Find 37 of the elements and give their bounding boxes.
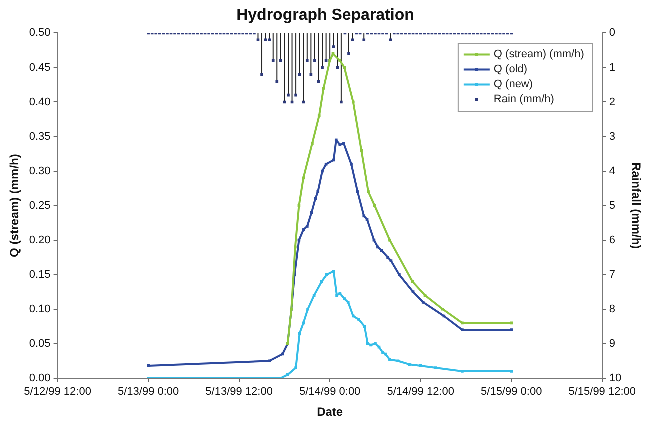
y2-tick-label: 5 (609, 200, 616, 212)
x-tick-label: 5/14/99 0:00 (300, 386, 361, 398)
y-tick-label: 0.10 (29, 303, 51, 316)
y2-tick-label: 10 (609, 372, 622, 384)
y-tick-label: 0.40 (29, 96, 51, 108)
y-tick-label: 0.35 (29, 130, 51, 143)
y2-tick-label: 6 (609, 234, 616, 246)
x-tick-label: 5/14/99 12:00 (387, 386, 454, 398)
y-tick-label: 0.05 (29, 338, 51, 350)
y2-tick-label: 9 (609, 338, 616, 350)
y-tick-label: 0.15 (29, 268, 51, 281)
y-axis-title: Q (stream) (mm/h) (8, 154, 22, 258)
y-tick-label: 0.20 (29, 234, 51, 246)
x-tick-label: 5/15/99 0:00 (481, 386, 542, 398)
legend-label: Q (old) (494, 64, 528, 76)
legend-label: Rain (mm/h) (494, 94, 554, 106)
x-axis-title: Date (317, 405, 344, 420)
x-tick-label: 5/13/99 12:00 (206, 386, 273, 398)
chart-title: Hydrograph Separation (236, 7, 414, 24)
y2-tick-label: 2 (609, 96, 616, 108)
y-tick-label: 0.30 (29, 165, 51, 178)
x-tick-label: 5/13/99 0:00 (118, 386, 180, 398)
y-tick-label: 0.00 (29, 372, 51, 384)
y2-tick-label: 0 (609, 27, 616, 40)
y2-tick-label: 4 (609, 165, 616, 178)
y2-tick-label: 3 (609, 130, 616, 143)
y-tick-label: 0.25 (29, 200, 51, 212)
y2-tick-label: 7 (609, 268, 616, 281)
x-tick-label: 5/12/99 12:00 (24, 386, 92, 398)
y-tick-label: 0.50 (29, 27, 51, 40)
y2-tick-label: 1 (609, 62, 616, 74)
legend-label: Q (stream) (mm/h) (494, 48, 584, 61)
x-tick-label: 5/15/99 12:00 (568, 386, 636, 398)
y2-tick-label: 8 (609, 303, 616, 316)
legend-label: Q (new) (494, 78, 534, 91)
y-tick-label: 0.45 (29, 62, 51, 74)
y2-axis-title: Rainfall (mm/h) (629, 162, 644, 250)
